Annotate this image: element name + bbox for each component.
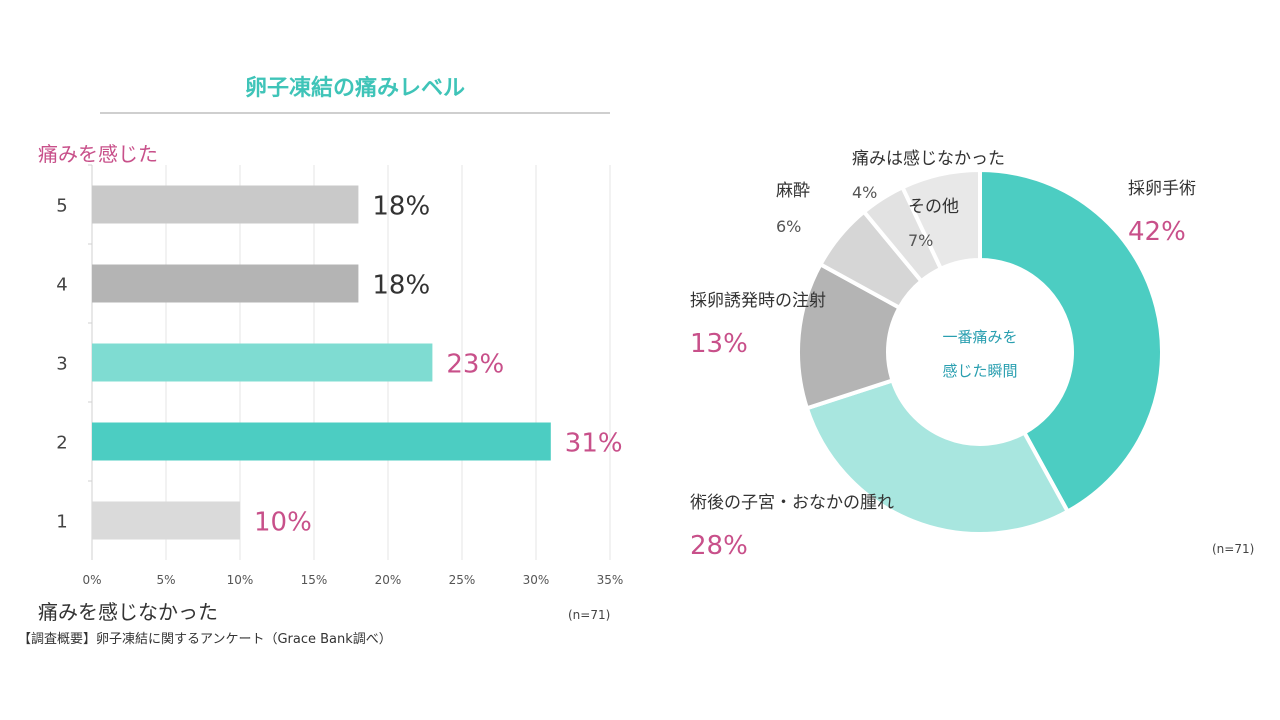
bar-value-label: 18%	[372, 192, 430, 222]
x-tick-label: 10%	[227, 573, 254, 587]
slice-value-label: 7%	[908, 231, 933, 250]
x-tick-label: 0%	[82, 573, 101, 587]
x-tick-label: 30%	[523, 573, 550, 587]
slice-value-label: 28%	[690, 531, 748, 561]
x-tick-label: 25%	[449, 573, 476, 587]
slice-label: 採卵誘発時の注射	[690, 291, 826, 311]
title-divider	[100, 112, 610, 114]
donut-center-label: 感じた瞬間	[942, 362, 1017, 380]
x-tick-label: 5%	[156, 573, 175, 587]
bar-chart-title: 卵子凍結の痛みレベル	[244, 76, 465, 101]
bar	[92, 501, 240, 540]
bar-value-label: 31%	[565, 429, 623, 459]
x-tick-label: 20%	[375, 573, 402, 587]
pie-chart-sample-size: (n=71)	[1212, 542, 1255, 556]
slice-value-label: 13%	[690, 329, 748, 359]
slice-label: 術後の子宮・おなかの腫れ	[690, 493, 894, 513]
bar-chart-sample-size: (n=71)	[568, 608, 611, 622]
bar-value-label: 10%	[254, 508, 312, 538]
slice-value-label: 42%	[1128, 217, 1186, 247]
y-tick-label: 3	[56, 354, 67, 375]
bar	[92, 422, 551, 461]
survey-note: 【調査概要】卵子凍結に関するアンケート（Grace Bank調べ）	[18, 632, 392, 647]
bar	[92, 264, 359, 303]
y-tick-label: 1	[56, 512, 67, 533]
slice-label: 痛みは感じなかった	[852, 149, 1005, 169]
axis-label-top: 痛みを感じた	[38, 142, 158, 166]
slice-value-label: 4%	[852, 183, 877, 202]
slice-label: その他	[908, 197, 959, 217]
y-tick-label: 4	[56, 275, 67, 296]
y-tick-label: 5	[56, 196, 67, 217]
y-tick-label: 2	[56, 433, 67, 454]
bar-value-label: 23%	[446, 350, 504, 380]
slice-label: 採卵手術	[1128, 179, 1196, 199]
bar-value-label: 18%	[372, 271, 430, 301]
slice-label: 麻酔	[776, 181, 810, 201]
pie-slice	[978, 167, 1164, 515]
x-tick-label: 35%	[597, 573, 624, 587]
pie-slice	[804, 377, 1071, 536]
bar	[92, 343, 433, 382]
donut-center-label: 一番痛みを	[942, 328, 1017, 346]
x-tick-label: 15%	[301, 573, 328, 587]
bar	[92, 185, 359, 224]
axis-label-bottom: 痛みを感じなかった	[38, 600, 218, 624]
pie-slice	[899, 167, 982, 272]
slice-value-label: 6%	[776, 217, 801, 236]
